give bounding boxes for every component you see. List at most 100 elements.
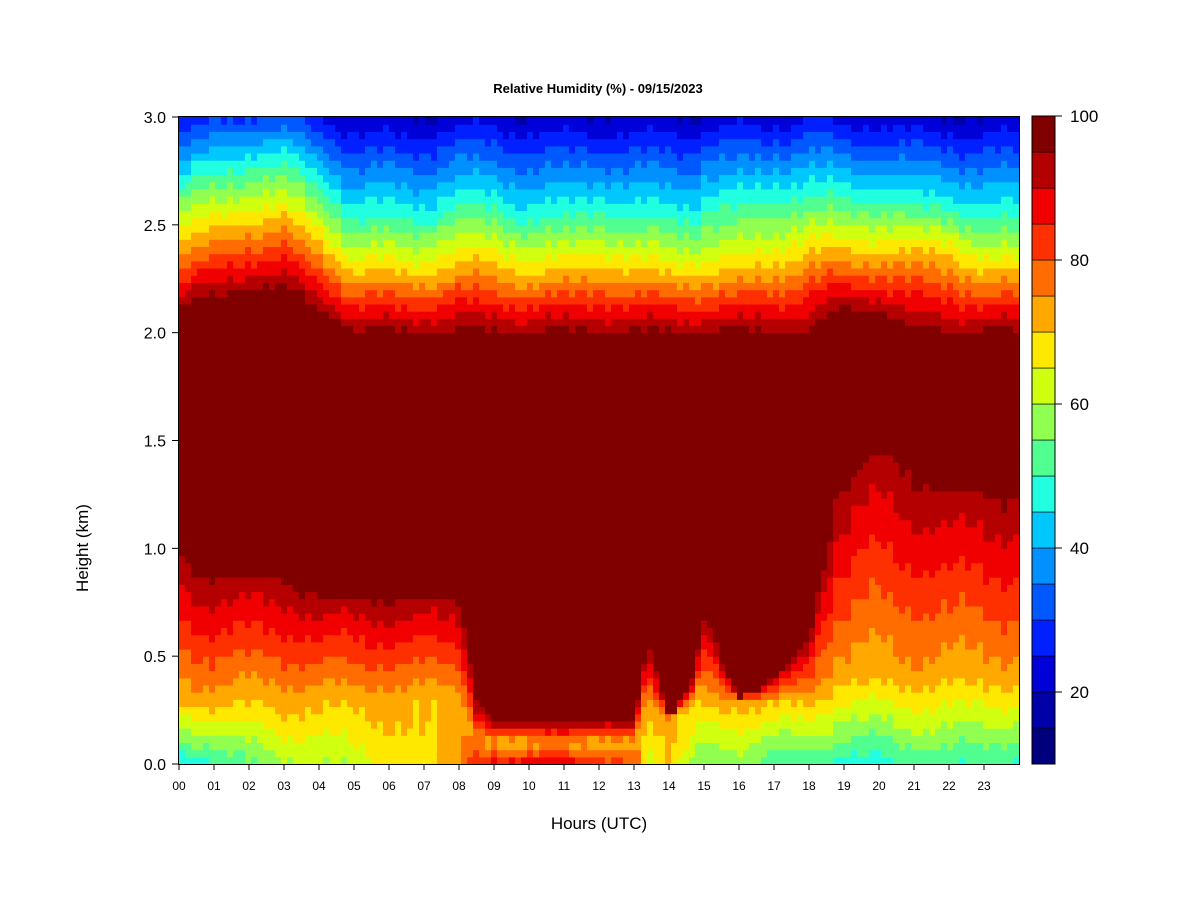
- heatmap-cell: [497, 426, 504, 434]
- heatmap-cell: [275, 512, 282, 521]
- heatmap-cell: [245, 656, 252, 664]
- heatmap-cell: [467, 555, 474, 564]
- heatmap-cell: [323, 634, 330, 643]
- heatmap-cell: [485, 483, 492, 492]
- heatmap-cell: [197, 720, 204, 729]
- heatmap-cell: [293, 562, 300, 571]
- heatmap-cell: [365, 569, 372, 578]
- heatmap-cell: [503, 347, 510, 355]
- heatmap-cell: [359, 756, 366, 765]
- heatmap-cell: [491, 368, 498, 377]
- heatmap-cell: [467, 318, 474, 327]
- heatmap-cell: [299, 382, 306, 391]
- heatmap-cell: [293, 677, 300, 686]
- heatmap-cell: [503, 699, 510, 708]
- heatmap-cell: [179, 411, 186, 420]
- heatmap-cell: [395, 670, 402, 679]
- heatmap-cell: [221, 562, 228, 571]
- heatmap-cell: [239, 174, 246, 183]
- heatmap-cell: [191, 562, 198, 571]
- heatmap-cell: [431, 591, 438, 600]
- heatmap-cell: [185, 670, 192, 679]
- heatmap-cell: [353, 677, 360, 686]
- heatmap-cell: [263, 706, 270, 715]
- heatmap-cell: [377, 620, 384, 629]
- heatmap-cell: [311, 526, 318, 535]
- heatmap-cell: [371, 411, 378, 420]
- heatmap-cell: [263, 447, 270, 456]
- heatmap-cell: [239, 670, 246, 679]
- heatmap-cell: [185, 498, 192, 506]
- heatmap-cell: [221, 131, 228, 140]
- heatmap-cell: [203, 462, 210, 470]
- heatmap-cell: [281, 562, 288, 571]
- heatmap-cell: [245, 217, 252, 226]
- heatmap-cell: [185, 339, 192, 348]
- heatmap-cell: [359, 217, 366, 226]
- heatmap-cell: [497, 152, 504, 161]
- heatmap-cell: [317, 706, 324, 715]
- heatmap-cell: [209, 232, 216, 240]
- heatmap-cell: [203, 275, 210, 283]
- heatmap-cell: [377, 253, 384, 262]
- heatmap-cell: [383, 289, 390, 298]
- heatmap-cell: [341, 584, 348, 593]
- heatmap-cell: [245, 692, 252, 700]
- heatmap-cell: [227, 275, 234, 283]
- heatmap-cell: [485, 411, 492, 420]
- heatmap-cell: [503, 692, 510, 700]
- heatmap-cell: [473, 634, 480, 643]
- heatmap-cell: [341, 311, 348, 319]
- heatmap-cell: [245, 749, 252, 758]
- heatmap-cell: [359, 267, 366, 276]
- heatmap-cell: [413, 641, 420, 650]
- heatmap-cell: [395, 289, 402, 298]
- heatmap-cell: [221, 454, 228, 463]
- heatmap-cell: [227, 239, 234, 247]
- heatmap-cell: [353, 598, 360, 607]
- heatmap-cell: [341, 390, 348, 398]
- heatmap-cell: [419, 253, 426, 262]
- heatmap-cell: [257, 692, 264, 700]
- heatmap-cell: [431, 648, 438, 657]
- heatmap-cell: [425, 390, 432, 398]
- heatmap-cell: [191, 347, 198, 355]
- heatmap-cell: [197, 483, 204, 492]
- heatmap-cell: [389, 454, 396, 463]
- heatmap-cell: [431, 656, 438, 664]
- heatmap-cell: [395, 224, 402, 233]
- heatmap-cell: [221, 433, 228, 442]
- heatmap-cell: [263, 397, 270, 406]
- heatmap-cell: [329, 454, 336, 463]
- heatmap-cell: [287, 591, 294, 600]
- heatmap-cell: [461, 332, 468, 341]
- heatmap-cell: [383, 188, 390, 197]
- heatmap-cell: [209, 117, 216, 125]
- heatmap-cell: [197, 505, 204, 513]
- heatmap-cell: [299, 742, 306, 751]
- heatmap-cell: [299, 426, 306, 434]
- heatmap-cell: [287, 720, 294, 729]
- heatmap-cell: [383, 325, 390, 334]
- heatmap-cell: [407, 390, 414, 398]
- heatmap-cell: [221, 339, 228, 348]
- heatmap-cell: [443, 246, 450, 255]
- heatmap-cell: [437, 454, 444, 463]
- heatmap-cell: [497, 476, 504, 485]
- heatmap-cell: [329, 289, 336, 298]
- heatmap-cell: [299, 397, 306, 406]
- heatmap-cell: [419, 526, 426, 535]
- heatmap-cell: [185, 519, 192, 528]
- heatmap-cell: [353, 476, 360, 485]
- heatmap-cell: [383, 210, 390, 219]
- heatmap-cell: [437, 339, 444, 348]
- heatmap-cell: [239, 483, 246, 492]
- heatmap-cell: [461, 627, 468, 636]
- heatmap-cell: [401, 311, 408, 319]
- heatmap-cell: [203, 720, 210, 729]
- heatmap-cell: [359, 728, 366, 736]
- heatmap-cell: [455, 296, 462, 305]
- heatmap-cell: [239, 203, 246, 212]
- heatmap-cell: [335, 131, 342, 140]
- heatmap-cell: [485, 454, 492, 463]
